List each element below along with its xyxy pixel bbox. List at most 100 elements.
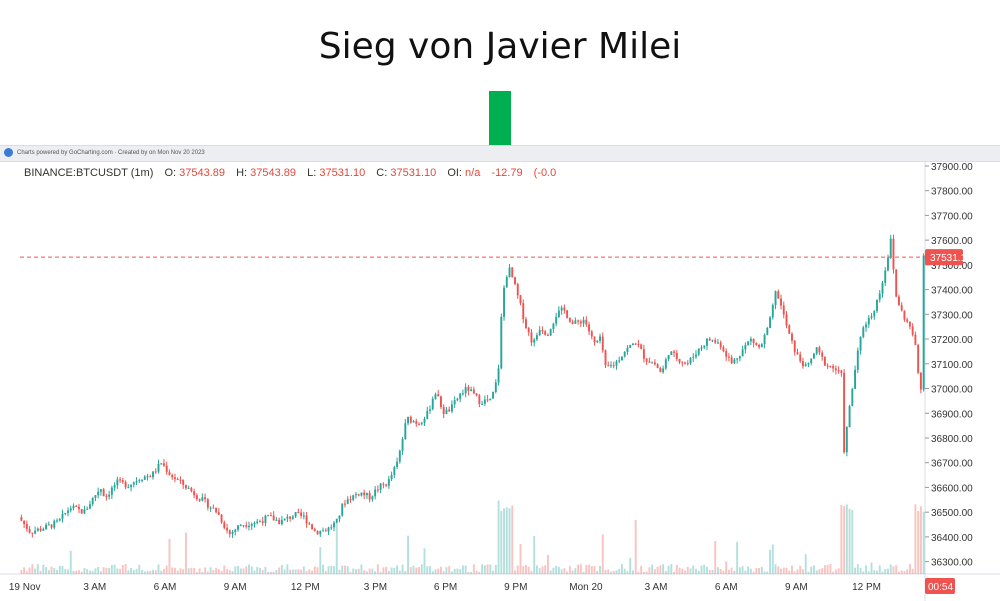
volume-bar (204, 567, 207, 574)
volume-bar (588, 564, 591, 574)
volume-bar (385, 566, 388, 574)
candle-body (722, 347, 725, 352)
candle-body (220, 514, 223, 523)
volume-bar (108, 568, 111, 574)
volume-bar (514, 570, 516, 574)
price-chart-svg[interactable]: 37900.00 37800.00 37700.00 37600.00 37500.00… (0, 146, 1000, 601)
candle-body (193, 491, 196, 496)
volume-bar (346, 566, 349, 574)
volume-bar (917, 510, 920, 574)
volume-bar (483, 565, 486, 574)
candle-body (522, 303, 525, 320)
candle-body (86, 508, 89, 510)
candle-body (401, 439, 404, 451)
candle-body (659, 367, 662, 373)
candle-body (656, 364, 659, 368)
candle-body (478, 395, 481, 405)
volume-bar (330, 565, 333, 574)
volume-bar (464, 565, 467, 574)
candle-body (121, 480, 124, 482)
candle-body (535, 335, 538, 340)
credit-text: Charts powered by GoCharting.com · Creat… (17, 150, 205, 156)
candle-body (228, 530, 231, 535)
candle-body (34, 530, 37, 534)
legend-oi-label: OI: (447, 167, 462, 179)
volume-bar (678, 567, 681, 574)
volume-bar (516, 565, 519, 574)
volume-bar (146, 571, 149, 574)
candle-body (157, 463, 160, 472)
candle-body (286, 516, 289, 519)
x-tick-label: 9 AM (785, 582, 808, 593)
volume-bar (832, 571, 835, 574)
candle-body (141, 479, 143, 481)
y-tick-label: 36600.00 (931, 483, 973, 494)
volume-bar (445, 567, 448, 574)
volume-bar (190, 567, 193, 574)
candle-body (291, 516, 294, 519)
volume-bar (335, 522, 338, 574)
volume-bar (379, 571, 382, 574)
volume-bar (267, 571, 270, 574)
volume-bar (889, 564, 892, 574)
candle-body (409, 416, 412, 423)
volume-bar (919, 506, 922, 574)
volume-bar (349, 571, 352, 574)
candle-body (154, 471, 157, 473)
volume-bar (105, 567, 108, 574)
volume-bar (908, 564, 911, 574)
volume-bar (631, 570, 634, 574)
volume-bar (716, 567, 719, 574)
candle-body (239, 525, 242, 527)
volume-bar (722, 570, 725, 574)
volume-bar (168, 538, 171, 574)
volume-bar (401, 564, 404, 574)
candle-body (834, 368, 837, 371)
candle-body (780, 298, 782, 306)
volume-bar (599, 566, 601, 574)
volume-bar (769, 549, 772, 574)
volume-bar (555, 565, 558, 574)
volume-bar (703, 564, 706, 574)
candle-body (645, 358, 648, 362)
candle-body (385, 484, 388, 486)
candle-body (217, 512, 220, 515)
candle-body (727, 356, 730, 358)
volume-bar (755, 568, 758, 574)
x-tick-label: 12 PM (291, 582, 320, 593)
candle-body (791, 333, 793, 341)
volume-bar (124, 564, 127, 574)
volume-bar (127, 570, 130, 574)
candle-body (448, 409, 451, 412)
candle-body (892, 238, 895, 270)
volume-bar (873, 570, 876, 574)
candle-body (771, 305, 774, 318)
candle-body (514, 277, 516, 284)
candle-body (357, 494, 360, 496)
volume-bar (223, 565, 226, 574)
candle-body (900, 305, 903, 311)
candle-body (818, 347, 821, 353)
volume-bar (774, 564, 777, 574)
volume-bar (585, 564, 588, 574)
volume-bar (259, 567, 261, 574)
candle-body (695, 354, 697, 357)
volume-bar (99, 571, 102, 574)
volume-bar (571, 570, 574, 574)
candle-body (843, 372, 846, 453)
volume-bar (300, 569, 303, 574)
volume-bar (327, 566, 330, 574)
candle-body (571, 321, 574, 324)
volume-bar (634, 520, 637, 574)
candle-body (223, 522, 226, 528)
candle-body (450, 404, 453, 412)
volume-bar (492, 570, 495, 574)
volume-bar (821, 568, 824, 574)
candle-body (209, 507, 212, 509)
candle-body (429, 409, 431, 411)
volume-bar (387, 570, 390, 574)
candle-body (533, 339, 536, 343)
candle-body (876, 299, 878, 312)
chart-panel[interactable]: Charts powered by GoCharting.com · Creat… (0, 145, 1000, 601)
volume-bar (546, 554, 549, 574)
